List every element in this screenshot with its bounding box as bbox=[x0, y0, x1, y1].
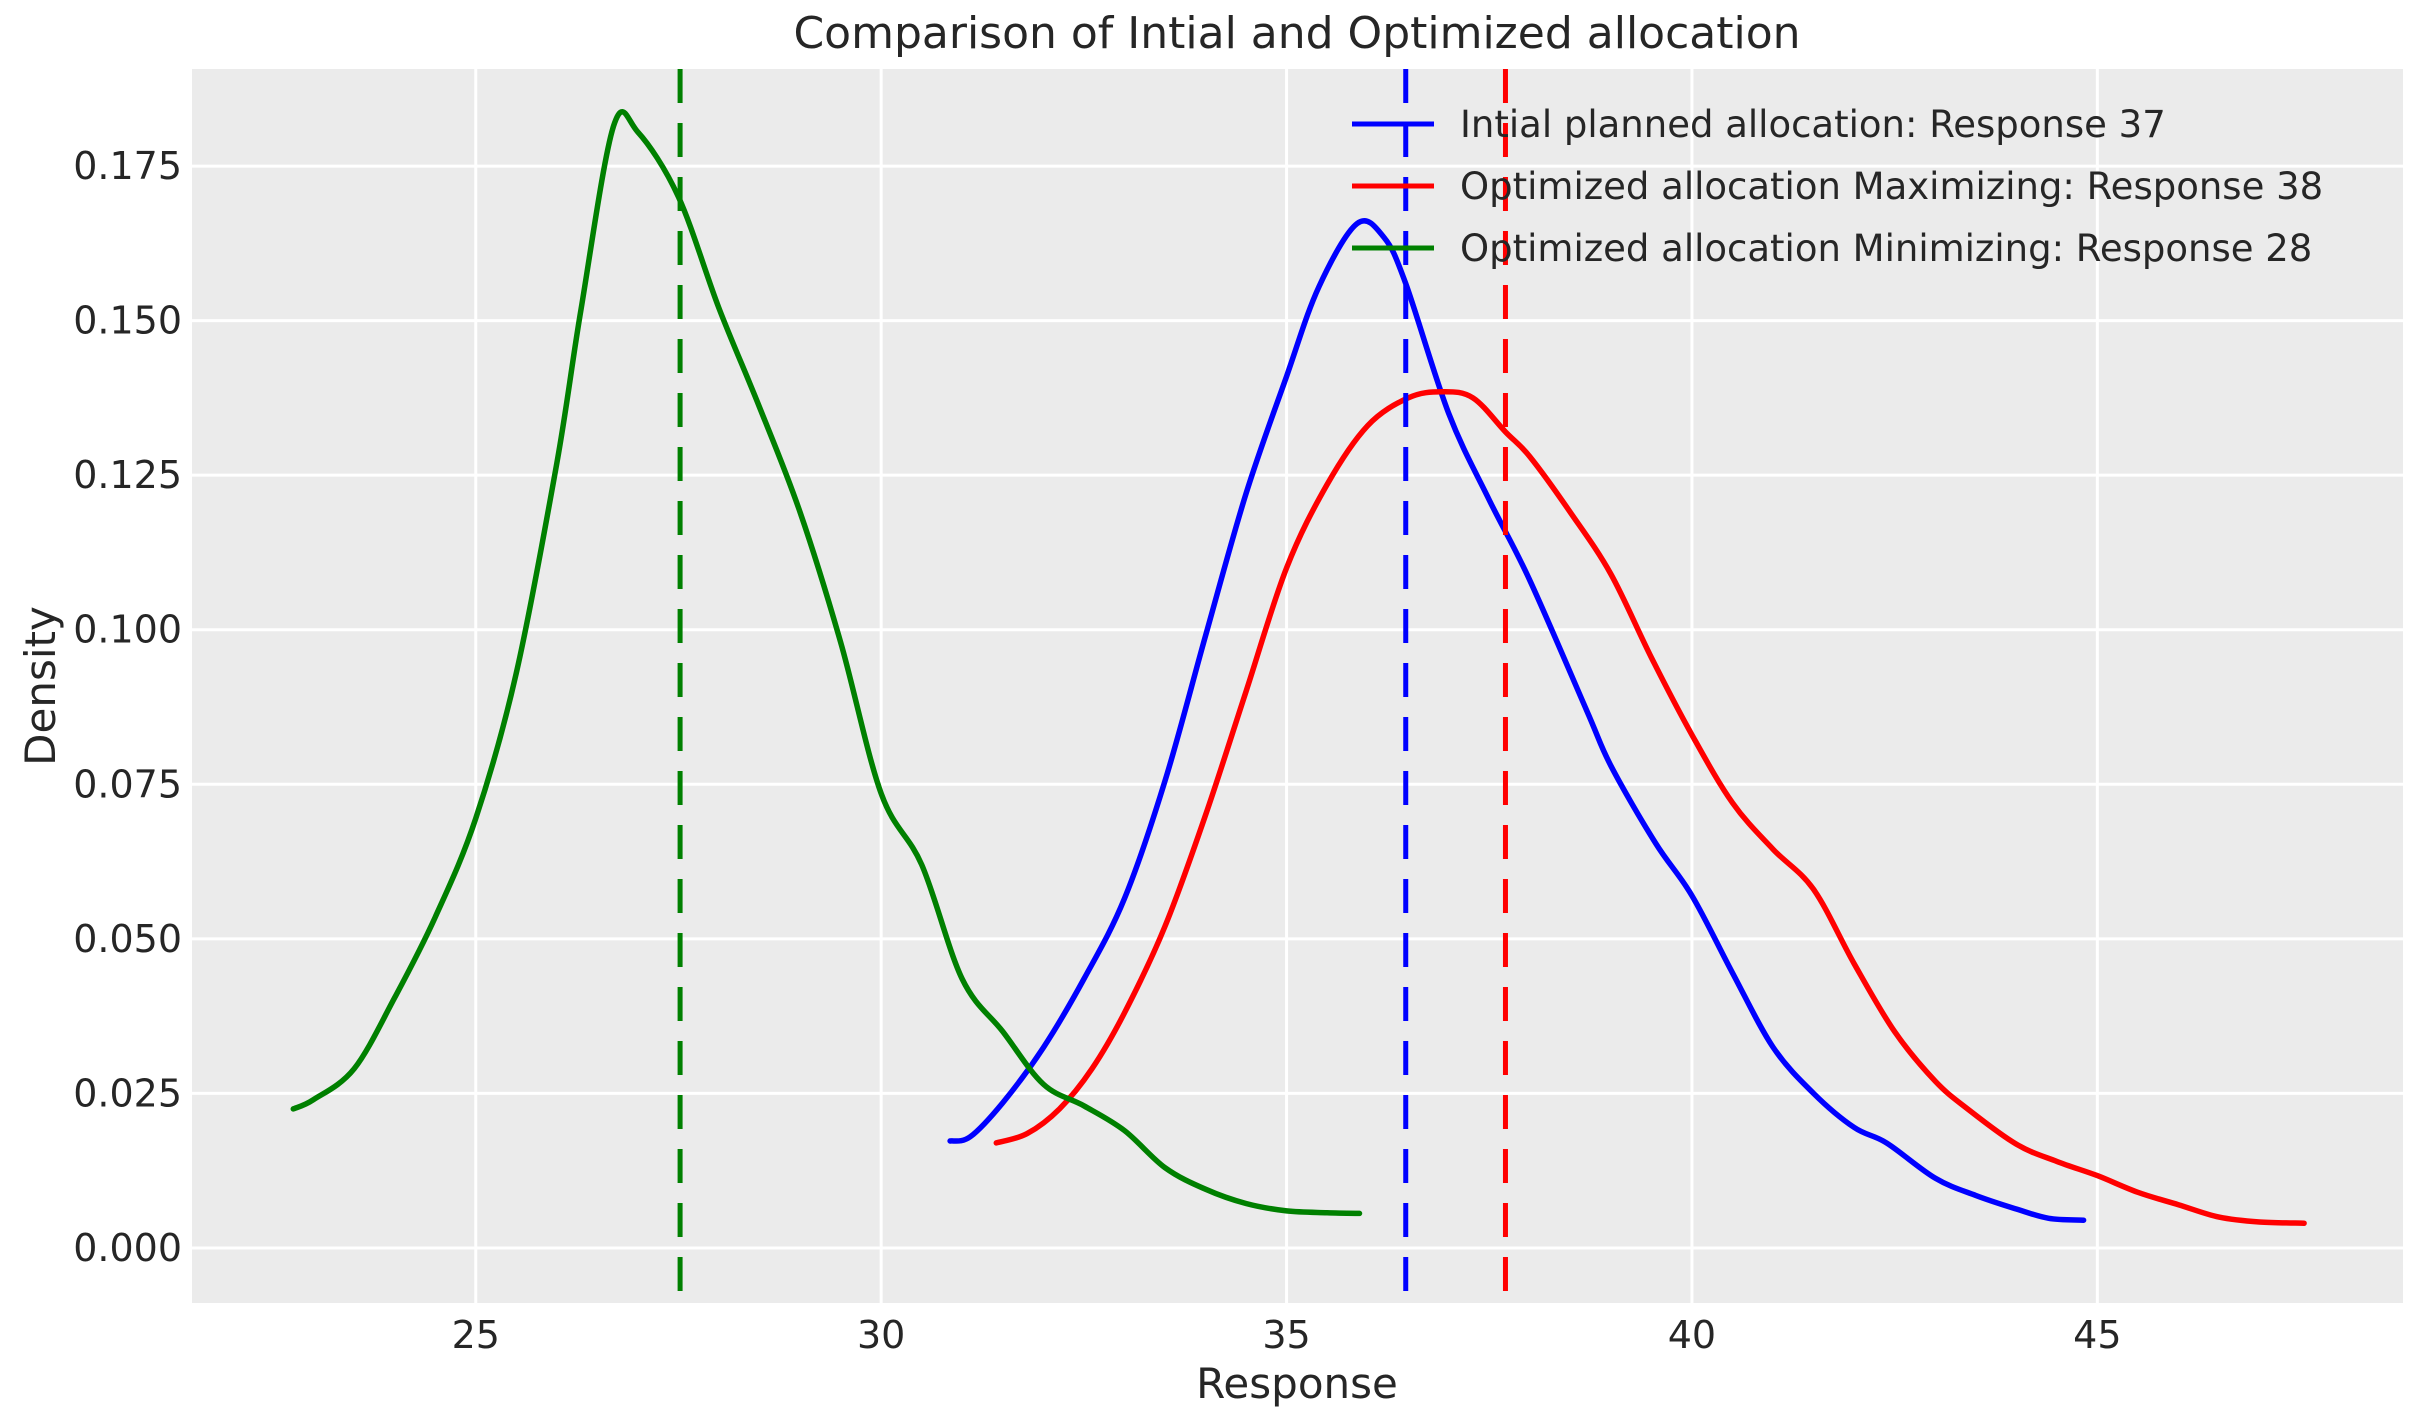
mean-vlines bbox=[677, 69, 1508, 1303]
density-curve bbox=[947, 218, 2087, 1223]
legend-label: Optimized allocation Minimizing: Respons… bbox=[1460, 227, 2312, 270]
y-tick-label: 0.000 bbox=[73, 1226, 182, 1270]
x-tick-label: 45 bbox=[2073, 1313, 2121, 1357]
x-axis-label: Response bbox=[1196, 1359, 1398, 1408]
y-tick-label: 0.075 bbox=[73, 762, 182, 806]
density-curve bbox=[290, 109, 1363, 1217]
x-tick-label: 35 bbox=[1262, 1313, 1310, 1357]
y-tick-label: 0.100 bbox=[73, 608, 182, 652]
legend-label: Intial planned allocation: Response 37 bbox=[1460, 103, 2166, 146]
legend-item: Optimized allocation Minimizing: Respons… bbox=[1352, 227, 2312, 270]
x-tick-label: 40 bbox=[1668, 1313, 1716, 1357]
x-tick-labels: 25 30 35 40 45 bbox=[452, 1313, 2122, 1357]
y-tick-label: 0.050 bbox=[73, 917, 182, 961]
x-tick-label: 25 bbox=[452, 1313, 500, 1357]
y-axis-label: Density bbox=[16, 606, 65, 766]
y-tick-label: 0.175 bbox=[73, 144, 182, 188]
y-tick-label: 0.150 bbox=[73, 299, 182, 343]
y-tick-label: 0.025 bbox=[73, 1071, 182, 1115]
legend-item: Intial planned allocation: Response 37 bbox=[1352, 103, 2166, 146]
y-tick-labels: 0.000 0.025 0.050 0.075 0.100 0.125 0.150 0.175 bbox=[73, 144, 182, 1270]
x-tick-label: 30 bbox=[857, 1313, 905, 1357]
y-tick-label: 0.125 bbox=[73, 453, 182, 497]
legend: Intial planned allocation: Response 37 Op… bbox=[1352, 103, 2323, 270]
legend-label: Optimized allocation Maximizing: Respons… bbox=[1460, 165, 2323, 208]
density-curves bbox=[290, 109, 2307, 1226]
density-curve bbox=[993, 388, 2307, 1226]
plot-background bbox=[192, 69, 2403, 1303]
gridlines bbox=[192, 69, 2403, 1303]
legend-item: Optimized allocation Maximizing: Respons… bbox=[1352, 165, 2323, 208]
chart-title: Comparison of Intial and Optimized alloc… bbox=[793, 8, 1800, 59]
